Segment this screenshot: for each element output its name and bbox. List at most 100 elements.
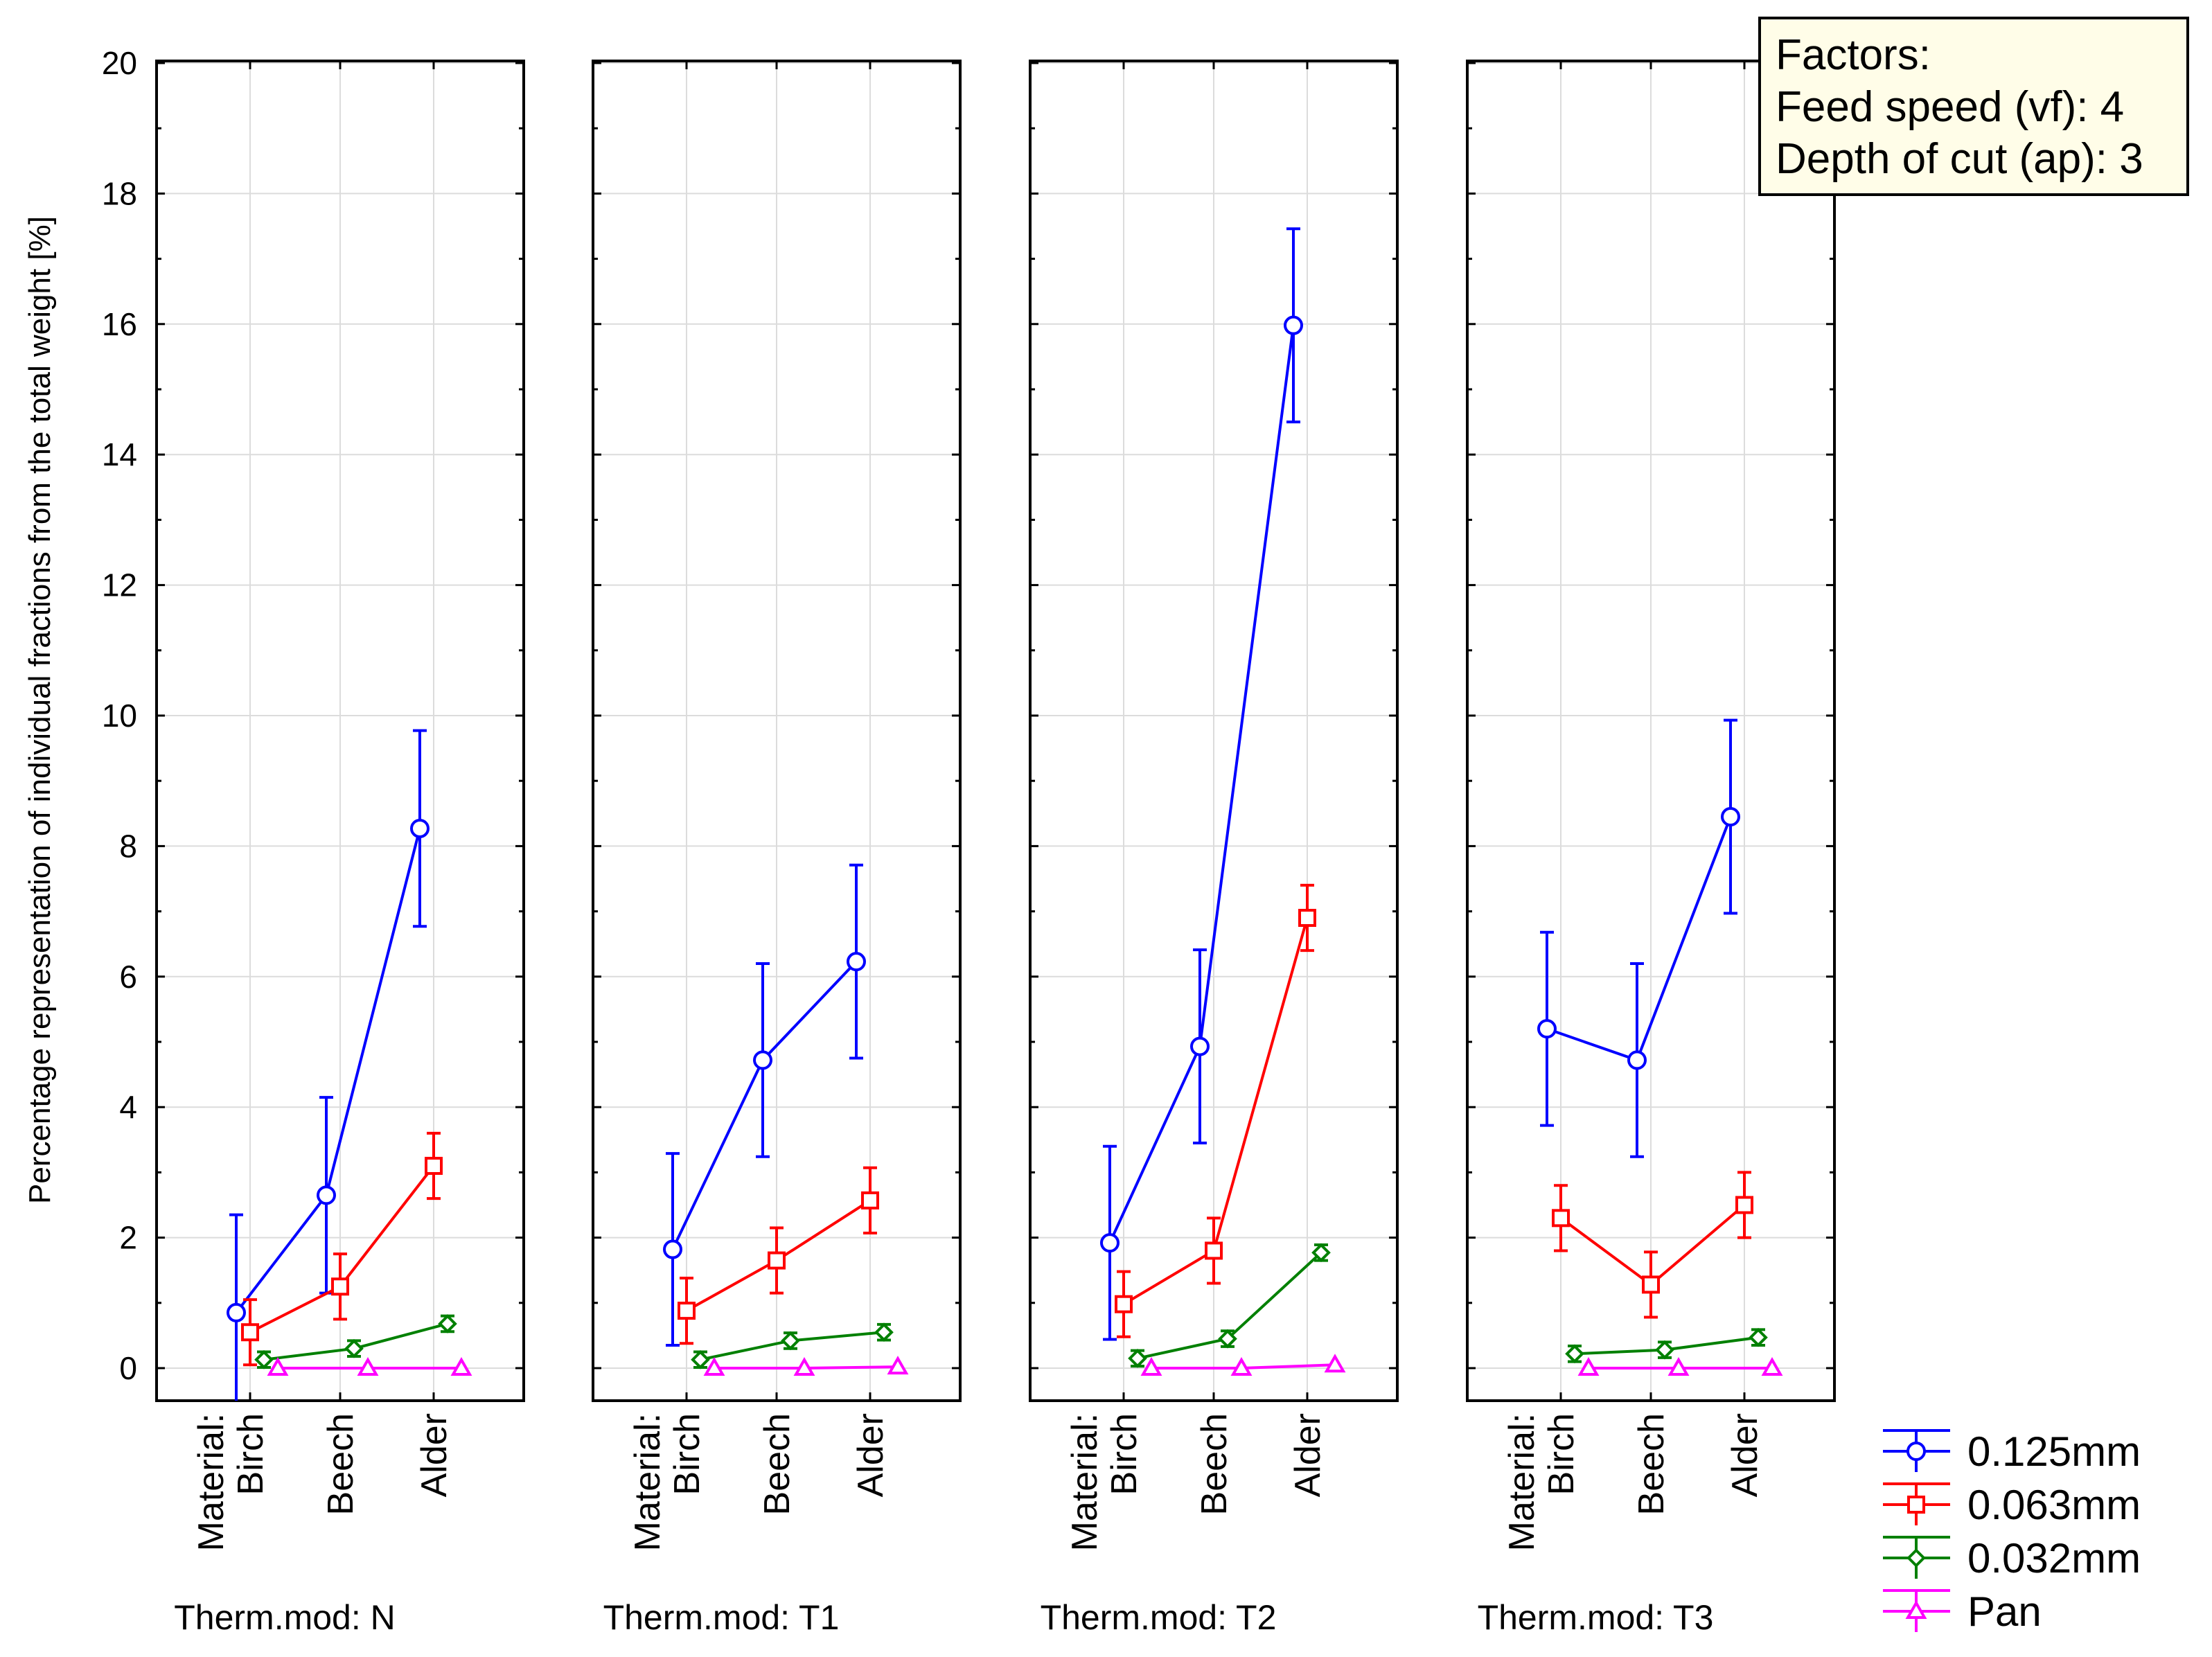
panel-t2: Material: Birch Beech Alder Therm.mod: T2 [1029, 60, 1399, 1637]
marker-beech [793, 1356, 815, 1376]
material-label: Material: [191, 1413, 231, 1551]
y-tick-label: 0 [119, 1350, 137, 1386]
series-0-125mm-t2 [1100, 227, 1303, 1341]
series-0-032mm-n [254, 1314, 457, 1370]
y-tick-label: 16 [102, 306, 137, 342]
marker-alder [847, 952, 866, 972]
factors-box: Factors: Feed speed (vf): 4 Depth of cut… [1758, 17, 2189, 196]
legend-marker [1906, 1548, 1926, 1568]
marker-beech [1205, 1241, 1223, 1260]
panel-label-t3: Therm.mod: T3 [1478, 1598, 1714, 1637]
marker-alder [425, 1156, 443, 1175]
series-line [1108, 325, 1295, 1243]
series-0-125mm-t1 [663, 863, 866, 1347]
legend-item-0-125mm: 0.125mm [1883, 1428, 2141, 1475]
gridlines-t2 [1030, 61, 1397, 1401]
marker-birch [678, 1302, 696, 1320]
panel-label-t1: Therm.mod: T1 [603, 1598, 840, 1637]
marker-alder [1721, 807, 1740, 827]
marker-birch [1115, 1295, 1133, 1313]
marker-birch [703, 1356, 725, 1376]
marker-alder [1298, 909, 1316, 928]
category-label-birch: Birch [667, 1413, 707, 1495]
factors-box-frame [1758, 17, 2189, 196]
series-pan-t3 [1577, 1356, 1783, 1376]
category-label-beech: Beech [1631, 1413, 1672, 1515]
panel-label-t2: Therm.mod: T2 [1041, 1598, 1277, 1637]
marker-birch [691, 1349, 710, 1370]
marker-alder [438, 1314, 457, 1333]
y-tick-label: 4 [119, 1089, 137, 1125]
marker-alder [1311, 1243, 1331, 1263]
series-line [249, 1164, 435, 1333]
category-label-alder: Alder [414, 1413, 454, 1497]
series-pan-t2 [1140, 1354, 1346, 1376]
marker-alder [1324, 1354, 1346, 1373]
marker-alder [887, 1356, 909, 1375]
y-tick-label: 12 [102, 567, 137, 603]
marker-beech [781, 1331, 800, 1351]
series-line [1546, 816, 1732, 1062]
y-tick-label: 8 [119, 828, 137, 864]
marker-alder [861, 1191, 879, 1209]
category-label-alder: Alder [851, 1413, 891, 1497]
series-pan-t1 [703, 1356, 909, 1376]
panel-t1: Material: Birch Beech Alder Therm.mod: T1 [592, 60, 962, 1637]
marker-birch [1140, 1356, 1162, 1376]
panel-label-n: Therm.mod: N [174, 1598, 396, 1637]
legend: 0.125mm 0.063mm 0.032mm Pan [1883, 1428, 2141, 1635]
series-0-032mm-t1 [691, 1322, 894, 1370]
y-tick-label: 6 [119, 959, 137, 995]
marker-beech [768, 1251, 786, 1270]
panel-t3: Material: Birch Beech Alder Therm.mod: T3 [1466, 60, 1836, 1637]
marker-birch [1128, 1349, 1147, 1368]
gridlines-n [157, 61, 524, 1401]
y-tick-label: 10 [102, 698, 137, 734]
series-0-063mm-n [241, 1131, 443, 1367]
legend-item-pan: Pan [1883, 1588, 2042, 1635]
gridlines-t3 [1467, 61, 1834, 1401]
marker-birch [1100, 1233, 1120, 1253]
marker-alder [874, 1322, 894, 1343]
series-0-063mm-t3 [1552, 1171, 1753, 1319]
series-line [235, 828, 421, 1314]
marker-beech [1218, 1329, 1237, 1349]
series-0-032mm-t3 [1565, 1327, 1768, 1364]
legend-label: Pan [1967, 1588, 2042, 1635]
marker-birch [227, 1302, 246, 1322]
y-tick-label: 20 [102, 45, 137, 81]
marker-beech [1667, 1356, 1690, 1376]
marker-beech [753, 1050, 772, 1070]
marker-birch [267, 1356, 289, 1376]
category-label-beech: Beech [1194, 1413, 1235, 1515]
legend-item-0-032mm: 0.032mm [1883, 1535, 2141, 1581]
marker-beech [317, 1185, 336, 1205]
series-pan-n [267, 1356, 472, 1376]
material-label: Material: [1065, 1413, 1105, 1551]
material-label: Material: [628, 1413, 668, 1551]
legend-label: 0.032mm [1967, 1535, 2141, 1581]
marker-alder [450, 1356, 472, 1376]
legend-marker [1906, 1442, 1926, 1461]
legend-marker [1905, 1600, 1927, 1619]
category-label-alder: Alder [1288, 1413, 1328, 1497]
series-0-032mm-t2 [1128, 1243, 1331, 1368]
marker-beech [1655, 1340, 1674, 1360]
series-line [671, 960, 858, 1250]
marker-alder [1749, 1327, 1768, 1347]
category-label-alder: Alder [1725, 1413, 1765, 1497]
marker-beech [1627, 1050, 1647, 1070]
legend-marker [1907, 1496, 1925, 1514]
category-label-birch: Birch [231, 1413, 271, 1495]
marker-birch [254, 1349, 274, 1370]
category-label-birch: Birch [1104, 1413, 1144, 1495]
legend-label: 0.063mm [1967, 1482, 2141, 1528]
marker-birch [1565, 1344, 1584, 1364]
y-tick-label: 14 [102, 436, 137, 472]
gridlines-t1 [593, 61, 960, 1401]
factor-feed-speed: Feed speed (vf): 4 [1776, 83, 2124, 131]
category-label-beech: Beech [321, 1413, 361, 1515]
panel-n: 0 2 4 6 8 10 12 14 16 18 20 Material: Birch Beech Alde… [102, 45, 525, 1637]
